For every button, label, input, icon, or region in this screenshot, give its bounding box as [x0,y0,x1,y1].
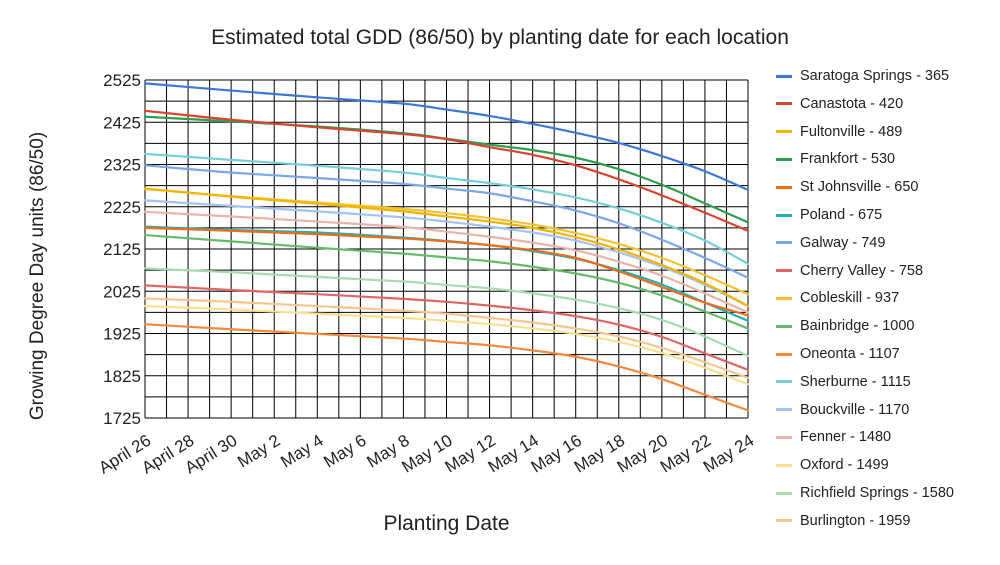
y-tick-label: 2225 [103,198,141,217]
y-tick-label: 2325 [103,156,141,175]
y-tick-label: 1825 [103,367,141,386]
x-tick-label: May 4 [277,431,326,472]
y-tick-label: 2125 [103,240,141,259]
legend-swatch [776,102,792,106]
legend-item: Canastota - 420 [776,95,903,113]
x-axis-label: Planting Date [383,512,510,535]
legend-label: Bainbridge - 1000 [800,318,915,335]
legend-label: Galway - 749 [800,234,886,251]
chart-title: Estimated total GDD (86/50) by planting … [211,26,789,49]
legend-label: Poland - 675 [800,207,883,223]
series-line [143,284,750,371]
x-tick-label: May 6 [320,431,369,472]
legend-item: Saratoga Springs - 365 [776,67,949,85]
legend-swatch [776,74,792,78]
series-line [143,297,750,379]
legend-swatch [776,324,792,328]
legend-item: Bouckville - 1170 [776,401,909,419]
y-tick-label: 2525 [103,71,141,90]
legend-label: Oneonta - 1107 [800,346,900,362]
legend-item: Frankfort - 530 [776,150,895,168]
y-tick-label: 2425 [103,113,141,132]
legend-item: Galway - 749 [776,234,885,252]
series-line [143,109,750,232]
series-line [143,164,750,279]
series-line [143,226,750,317]
legend-item: Fenner - 1480 [776,428,891,446]
y-tick-label: 1925 [103,325,141,344]
legend-item: Sherburne - 1115 [776,373,911,391]
legend-item: Oxford - 1499 [776,456,889,474]
legend-label: Oxford - 1499 [800,457,889,474]
legend-item: Cobleskill - 937 [776,289,899,307]
legend-swatch [776,380,792,384]
series-line [143,267,750,357]
legend-label: Bouckville - 1170 [800,401,910,418]
legend-label: St Johnsville - 650 [800,179,919,196]
legend-swatch [776,269,792,273]
legend-swatch [776,185,792,189]
legend-label: Richfield Springs - 1580 [800,485,954,501]
legend-label: Fenner - 1480 [800,429,892,446]
legend-item: Richfield Springs - 1580 [776,484,954,502]
legend-item: Bainbridge - 1000 [776,317,914,335]
legend-item: Fultonville - 489 [776,123,902,141]
series-line [143,82,750,191]
legend-swatch [776,463,792,467]
legend-label: Cobleskill - 937 [800,290,900,307]
legend-label: Sherburne - 1115 [800,373,911,390]
legend-label: Frankfort - 530 [800,151,896,168]
legend-item: Oneonta - 1107 [776,345,900,363]
legend-item: Burlington - 1959 [776,512,910,530]
series-line [143,323,750,412]
legend-swatch [776,241,792,245]
series-line [143,233,750,330]
legend-label: Burlington - 1959 [800,512,911,529]
legend-label: Cherry Valley - 758 [800,262,924,279]
legend-swatch [776,213,792,217]
legend-swatch [776,519,792,523]
legend-item: Cherry Valley - 758 [776,262,923,280]
legend-item: Poland - 675 [776,206,882,224]
grid [144,79,749,419]
legend-label: Fultonville - 489 [800,123,903,140]
legend-swatch [776,435,792,439]
y-tick-label: 2025 [103,282,141,301]
legend-label: Canastota - 420 [800,95,904,112]
x-tick-label: May 24 [700,431,757,477]
series-line [143,152,750,265]
legend-label: Saratoga Springs - 365 [800,68,950,84]
legend-item: St Johnsville - 650 [776,178,918,196]
series-line [143,187,750,308]
y-tick-label: 1725 [103,409,141,428]
legend-swatch [776,130,792,134]
series-line [143,210,750,314]
legend-swatch [776,352,792,356]
x-tick-label: May 2 [234,431,283,472]
series-line [143,199,750,308]
legend-swatch [776,491,792,495]
series-line [143,304,750,386]
legend-swatch [776,157,792,161]
legend-swatch [776,296,792,300]
legend-swatch [776,408,792,412]
